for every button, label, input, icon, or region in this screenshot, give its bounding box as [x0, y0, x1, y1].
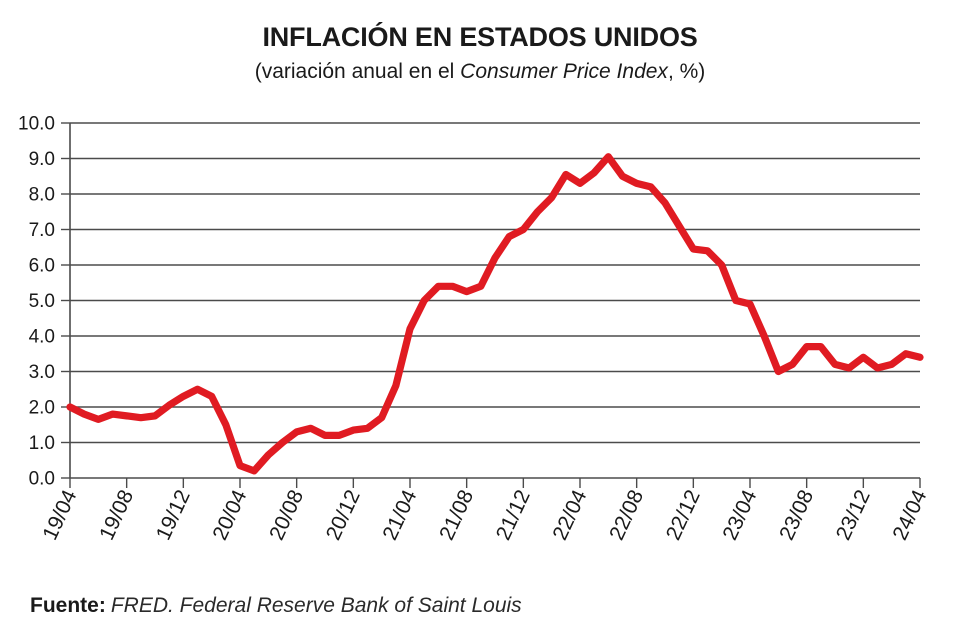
chart-subtitle-emphasis: Consumer Price Index — [460, 60, 668, 84]
gridlines — [61, 122, 920, 479]
x-axis-tick-label: 21/08 — [435, 488, 478, 544]
x-axis-tick-label: 22/12 — [662, 488, 705, 544]
y-axis-tick-label: 0.0 — [29, 469, 55, 490]
x-axis-tick-label: 22/04 — [548, 488, 591, 544]
y-axis-tick-label: 7.0 — [29, 220, 55, 241]
x-axis-tick-label: 22/08 — [605, 488, 648, 544]
x-axis-tick-label: 24/04 — [888, 488, 931, 544]
chart-title: INFLACIÓN EN ESTADOS UNIDOS — [262, 22, 698, 52]
chart-subtitle: (variación anual en el Consumer Price In… — [0, 59, 960, 84]
chart-source-footer: Fuente: FRED. Federal Reserve Bank of Sai… — [30, 593, 930, 618]
x-axis — [69, 123, 921, 488]
chart-header: INFLACIÓN EN ESTADOS UNIDOS (variación a… — [0, 22, 960, 84]
y-axis-tick-label: 10.0 — [18, 114, 55, 135]
chart-subtitle-prefix: (variación anual en el — [254, 60, 461, 84]
line-chart-svg: 0.0 1.0 2.0 3.0 4.0 5.0 6.0 7.0 8.0 9.0 10.0 — [18, 114, 924, 490]
chart-plot-area: 0.0 1.0 2.0 3.0 4.0 5.0 6.0 7.0 8.0 9.0 10.0 — [0, 104, 960, 504]
x-axis-tick-label: 23/04 — [718, 488, 761, 544]
source-label: Fuente: — [30, 593, 106, 617]
y-axis-tick-label: 9.0 — [29, 149, 55, 170]
x-axis-tick-label: 20/04 — [208, 488, 251, 544]
y-axis-tick-label: 5.0 — [29, 291, 55, 312]
y-axis-tick-label: 4.0 — [29, 327, 55, 348]
y-axis-tick-label: 6.0 — [29, 256, 55, 277]
series-line — [66, 153, 924, 475]
y-axis-tick-label: 2.0 — [29, 398, 55, 419]
data-series — [66, 153, 924, 475]
x-axis-tick-label: 20/08 — [265, 488, 308, 544]
x-axis-tick-label: 23/08 — [775, 488, 818, 544]
y-axis-tick-label: 8.0 — [29, 185, 55, 206]
y-axis-tick-label: 1.0 — [29, 433, 55, 454]
source-text: FRED. Federal Reserve Bank of Saint Loui… — [110, 593, 522, 617]
x-axis-tick-label: 19/04 — [38, 488, 81, 544]
chart-subtitle-suffix: , %) — [667, 60, 706, 84]
x-axis-tick-labels: 19/04 19/08 19/12 20/04 20/08 20/12 21/04 21/08… — [38, 488, 931, 544]
x-axis-tick-label: 20/12 — [322, 488, 365, 544]
x-axis-tick-label: 21/04 — [378, 488, 421, 544]
y-axis-tick-labels: 0.0 1.0 2.0 3.0 4.0 5.0 6.0 7.0 8.0 9.0 10.0 — [18, 114, 55, 490]
x-axis-tick-label: 19/12 — [152, 488, 195, 544]
x-axis-tick-label: 21/12 — [492, 488, 535, 544]
x-axis-tick-label: 23/12 — [832, 488, 875, 544]
x-axis-tick-label: 19/08 — [95, 488, 138, 544]
y-axis-tick-label: 3.0 — [29, 362, 55, 383]
